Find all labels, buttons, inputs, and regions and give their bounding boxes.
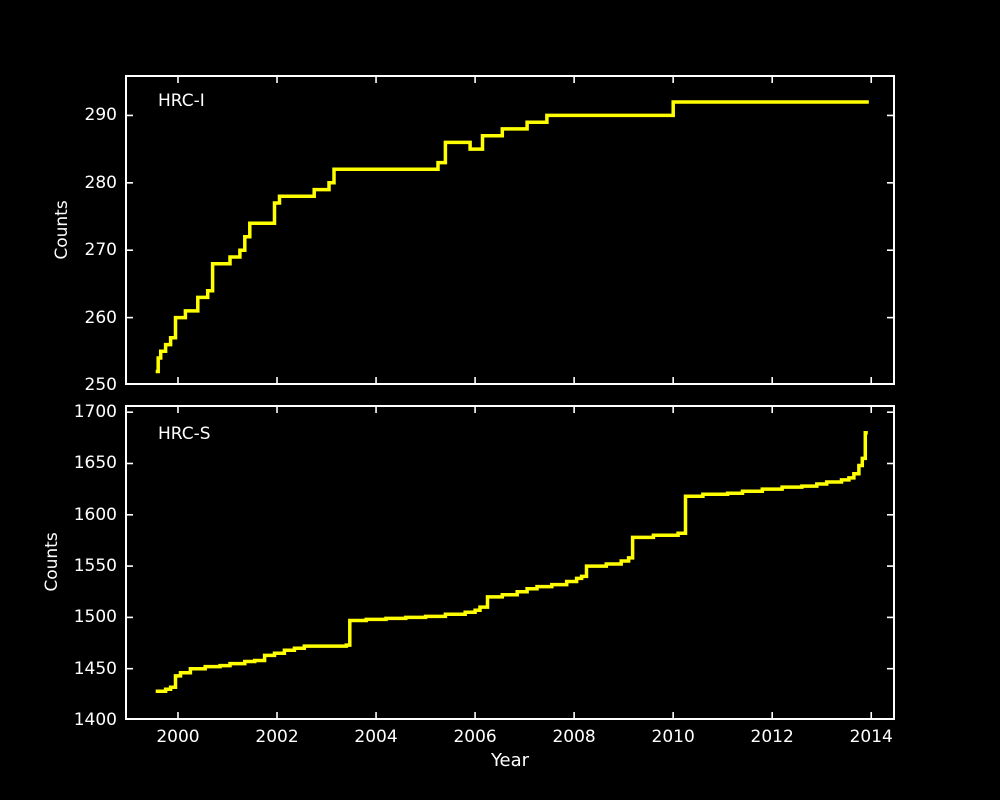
axes-frame — [125, 405, 895, 720]
y-tick-label: 250 — [84, 375, 117, 395]
y-axis-label-hrc-i: Counts — [52, 200, 72, 260]
x-tick-label: 2004 — [354, 727, 398, 747]
y-tick-label: 1500 — [73, 607, 117, 628]
y-tick-label: 1450 — [73, 658, 117, 679]
x-tick-label: 2010 — [651, 727, 695, 747]
hrc-s-chart-canvas — [125, 405, 895, 720]
y-tick-label: 1600 — [73, 504, 117, 525]
plot-area-hrc-s: HRC-S — [125, 405, 895, 720]
plot-area-hrc-i: HRC-I — [125, 75, 895, 385]
x-tick-label: 2006 — [453, 727, 497, 747]
y-tick-label: 260 — [84, 307, 117, 328]
x-tick-label: 2014 — [849, 727, 893, 747]
axes-frame — [125, 75, 895, 385]
x-tick-label: 2008 — [552, 727, 596, 747]
x-tick-label: 2002 — [255, 727, 299, 747]
y-tick-label: 1550 — [73, 556, 117, 577]
data-series-hrc-s — [155, 430, 868, 694]
data-series-hrc-i — [155, 100, 869, 374]
y-tick-label: 1400 — [73, 710, 117, 730]
x-tick-label: 2012 — [750, 727, 794, 747]
panel-title-hrc-i: HRC-I — [158, 91, 205, 111]
hrc-i-chart-canvas — [125, 75, 895, 385]
y-tick-label: 280 — [84, 172, 117, 193]
x-axis-label: Year — [490, 750, 530, 771]
x-tick-label: 2000 — [156, 727, 200, 747]
panel-title-hrc-s: HRC-S — [158, 424, 211, 444]
y-tick-label: 270 — [84, 240, 117, 261]
y-tick-label: 1700 — [73, 402, 117, 423]
y-tick-label: 290 — [84, 105, 117, 126]
y-tick-label: 1650 — [73, 453, 117, 474]
